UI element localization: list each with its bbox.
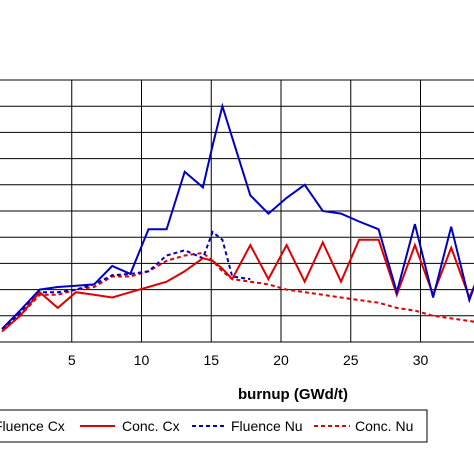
series-line-conc-nu — [1, 251, 474, 330]
series-line-conc-cx — [1, 238, 474, 333]
x-tick-label: 20 — [273, 352, 289, 368]
legend-label: Fluence Cx — [0, 418, 65, 434]
x-tick-label: 25 — [343, 352, 359, 368]
x-tick-label: 15 — [203, 352, 219, 368]
series-line-fluence-nu — [1, 230, 251, 330]
x-axis-label: burnup (GWd/t) — [238, 386, 348, 403]
legend: Fluence Cx Conc. Cx Fluence Nu Conc. Nu — [0, 418, 413, 434]
plot-frame — [0, 79, 474, 343]
x-tick-label: 5 — [68, 352, 76, 368]
legend-label: Conc. Cx — [122, 418, 180, 434]
gridlines — [0, 80, 474, 342]
series-layer — [1, 102, 474, 333]
x-tick-label: 10 — [134, 352, 150, 368]
series-line-fluence-cx — [1, 102, 474, 330]
legend-label: Fluence Nu — [231, 418, 303, 434]
x-tick-labels: 5101520253035 — [68, 352, 429, 368]
x-tick-label: 30 — [413, 352, 429, 368]
legend-label: Conc. Nu — [355, 418, 413, 434]
